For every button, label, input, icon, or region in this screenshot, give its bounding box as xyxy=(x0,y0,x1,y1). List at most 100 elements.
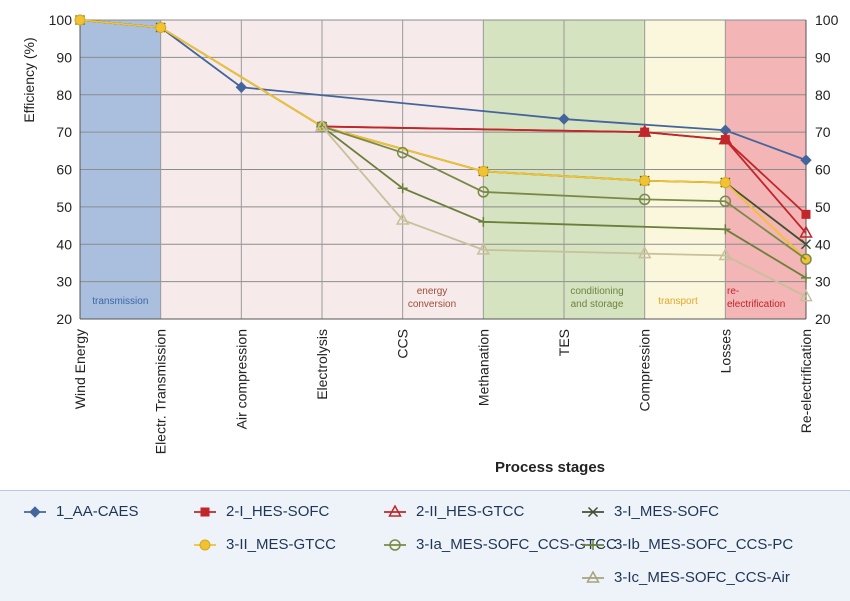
y-axis-label: Efficiency (%) xyxy=(21,37,37,122)
y-tick-label-right-40: 40 xyxy=(815,236,831,252)
legend-symbol-3-ib-mes-sofc-ccs-pc xyxy=(588,539,598,550)
point-3-ii-mes-gtcc-electr-transmission xyxy=(155,21,167,33)
point-1-aa-caes-re-electrification xyxy=(800,154,812,166)
legend-label: 3-Ic_MES-SOFC_CCS-Air xyxy=(614,569,790,586)
legend-label: 3-II_MES-GTCC xyxy=(226,536,337,553)
point-3-ii-mes-gtcc-losses xyxy=(719,177,731,189)
point-3-ib-mes-sofc-ccs-pc-losses xyxy=(720,224,731,235)
point-3-ic-mes-sofc-ccs-air-compression xyxy=(637,246,652,259)
legend-marker-2-i-hes-sofc xyxy=(194,507,216,516)
y-tick-label-left-30: 30 xyxy=(56,274,72,290)
x-tick-label-electrolysis: Electrolysis xyxy=(314,329,330,400)
legend-label: 3-Ib_MES-SOFC_CCS-PC xyxy=(614,536,794,553)
y-tick-label-left-20: 20 xyxy=(56,311,72,327)
y-tick-label-left-40: 40 xyxy=(56,236,72,252)
legend-item-3-ii-mes-gtcc: 3-II_MES-GTCC xyxy=(192,536,336,553)
band-label-re-electrification: re-electrification xyxy=(727,286,785,310)
legend-item-3-i-mes-sofc: 3-I_MES-SOFC xyxy=(580,503,719,520)
legend-symbol-1-aa-caes xyxy=(29,505,41,518)
point-3-ia-mes-sofc-ccs-gtcc-losses xyxy=(719,195,732,208)
legend-symbol-3-ia-mes-sofc-ccs-gtcc xyxy=(389,538,401,551)
y-tick-label-right-20: 20 xyxy=(815,311,831,327)
legend-label: 3-I_MES-SOFC xyxy=(614,503,720,520)
series-3-ic-mes-sofc-ccs-air xyxy=(315,118,813,302)
legend-marker-1-aa-caes xyxy=(24,505,46,518)
legend-item-3-ic-mes-sofc-ccs-air: 3-Ic_MES-SOFC_CCS-Air xyxy=(580,569,790,586)
point-2-i-hes-sofc-re-electrification xyxy=(801,209,811,219)
x-tick-label-methanation: Methanation xyxy=(475,329,491,406)
point-2-ii-hes-gtcc-losses xyxy=(718,132,733,145)
legend-symbol-3-ic-mes-sofc-ccs-air xyxy=(586,570,600,583)
point-3-i-mes-sofc-re-electrification xyxy=(800,239,812,250)
legend: 1_AA-CAES 2-I_HES-SOFC 2-II_HES-GTCC 3-I_ME… xyxy=(0,490,850,601)
series-group xyxy=(74,14,813,302)
x-tick-label-air-compression: Air compression xyxy=(233,329,249,429)
y-tick-label-left-100: 100 xyxy=(49,12,73,28)
band-label-transport: transport xyxy=(658,296,698,307)
legend-label: 2-I_HES-SOFC xyxy=(226,503,330,520)
point-1-aa-caes-tes xyxy=(558,113,570,125)
y-tick-label-left-50: 50 xyxy=(56,199,72,215)
legend-item-2-i-hes-sofc: 2-I_HES-SOFC xyxy=(192,503,329,520)
x-tick-label-compression: Compression xyxy=(637,329,653,411)
point-3-ic-mes-sofc-ccs-air-re-electrification xyxy=(799,289,813,302)
point-3-ib-mes-sofc-ccs-pc-re-electrification xyxy=(801,272,811,283)
y-tick-label-right-50: 50 xyxy=(815,199,831,215)
point-2-ii-hes-gtcc-compression xyxy=(637,124,652,137)
legend-item-3-ia-mes-sofc-ccs-gtcc: 3-Ia_MES-SOFC_CCS-GTCC xyxy=(382,536,617,553)
band-label-energy-conversion: energy conversion xyxy=(408,286,456,310)
legend-item-3-ib-mes-sofc-ccs-pc: 3-Ib_MES-SOFC_CCS-PC xyxy=(580,536,793,553)
point-3-ib-mes-sofc-ccs-pc-methanation xyxy=(478,216,489,227)
y-tick-label-right-70: 70 xyxy=(815,124,831,140)
point-3-ib-mes-sofc-ccs-pc-ccs xyxy=(397,183,408,194)
series-line-3-ia-mes-sofc-ccs-gtcc xyxy=(321,125,807,260)
legend-label: 1_AA-CAES xyxy=(56,503,139,520)
point-3-ia-mes-sofc-ccs-gtcc-methanation xyxy=(477,186,490,198)
y-tick-label-right-80: 80 xyxy=(815,87,831,103)
legend-marker-3-ii-mes-gtcc xyxy=(194,539,216,550)
legend-symbol-3-i-mes-sofc xyxy=(587,506,599,517)
legend-label: 3-Ia_MES-SOFC_CCS-GTCC xyxy=(416,536,617,553)
legend-item-1-aa-caes: 1_AA-CAES xyxy=(22,503,139,520)
y-tick-label-left-60: 60 xyxy=(56,162,72,178)
legend-label: 2-II_HES-GTCC xyxy=(416,503,525,520)
legend-marker-3-ia-mes-sofc-ccs-gtcc xyxy=(384,538,406,551)
y-tick-label-right-30: 30 xyxy=(815,274,831,290)
point-3-ii-mes-gtcc-wind-energy xyxy=(74,14,86,26)
point-1-aa-caes-air-compression xyxy=(235,81,248,93)
point-3-ia-mes-sofc-ccs-gtcc-ccs xyxy=(396,146,409,159)
point-3-ic-mes-sofc-ccs-air-ccs xyxy=(395,212,410,225)
legend-marker-3-ic-mes-sofc-ccs-air xyxy=(582,570,604,583)
series-line-2-ii-hes-gtcc xyxy=(321,125,807,234)
band-label-conditioning-and-storage: conditioning and storage xyxy=(570,286,624,310)
point-3-ic-mes-sofc-ccs-air-electrolysis xyxy=(315,118,329,132)
y-tick-label-left-70: 70 xyxy=(56,124,72,140)
point-3-ic-mes-sofc-ccs-air-methanation xyxy=(476,242,491,255)
axes: 20 20 30 30 40 40 50 50 60 60 70 70 80 80 90 90 100 100 Wi… xyxy=(49,12,839,454)
point-3-ia-mes-sofc-ccs-gtcc-compression xyxy=(638,193,651,206)
y-tick-label-left-80: 80 xyxy=(56,87,72,103)
x-tick-label-wind-energy: Wind Energy xyxy=(72,329,88,409)
point-3-ic-mes-sofc-ccs-air-losses xyxy=(718,247,733,261)
point-3-ia-mes-sofc-ccs-gtcc-re-electrification xyxy=(800,253,812,265)
point-2-ii-hes-gtcc-re-electrification xyxy=(799,225,813,238)
point-3-ii-mes-gtcc-compression xyxy=(639,175,651,187)
band-label-transmission: transmission xyxy=(92,296,148,307)
legend-symbol-2-ii-hes-gtcc xyxy=(388,504,402,517)
y-tick-label-right-100: 100 xyxy=(815,12,839,28)
efficiency-line-chart: transmission energy conversion conditioning… xyxy=(21,12,839,476)
x-tick-label-losses: Losses xyxy=(717,329,733,373)
legend-symbol-3-ii-mes-gtcc xyxy=(199,539,211,550)
legend-marker-3-ib-mes-sofc-ccs-pc xyxy=(582,539,604,550)
legend-marker-2-ii-hes-gtcc xyxy=(384,504,406,517)
legend-symbol-2-i-hes-sofc xyxy=(200,507,210,516)
y-tick-label-left-90: 90 xyxy=(56,49,72,65)
x-tick-label-re-electrification: Re-electrification xyxy=(798,329,814,433)
x-tick-label-tes: TES xyxy=(556,329,572,356)
legend-item-2-ii-hes-gtcc: 2-II_HES-GTCC xyxy=(382,503,524,520)
legend-marker-3-i-mes-sofc xyxy=(582,506,604,517)
y-tick-label-right-60: 60 xyxy=(815,162,831,178)
y-tick-label-right-90: 90 xyxy=(815,49,831,65)
x-tick-label-electr-transmission: Electr. Transmission xyxy=(153,329,169,454)
x-axis-label: Process stages xyxy=(495,459,605,476)
